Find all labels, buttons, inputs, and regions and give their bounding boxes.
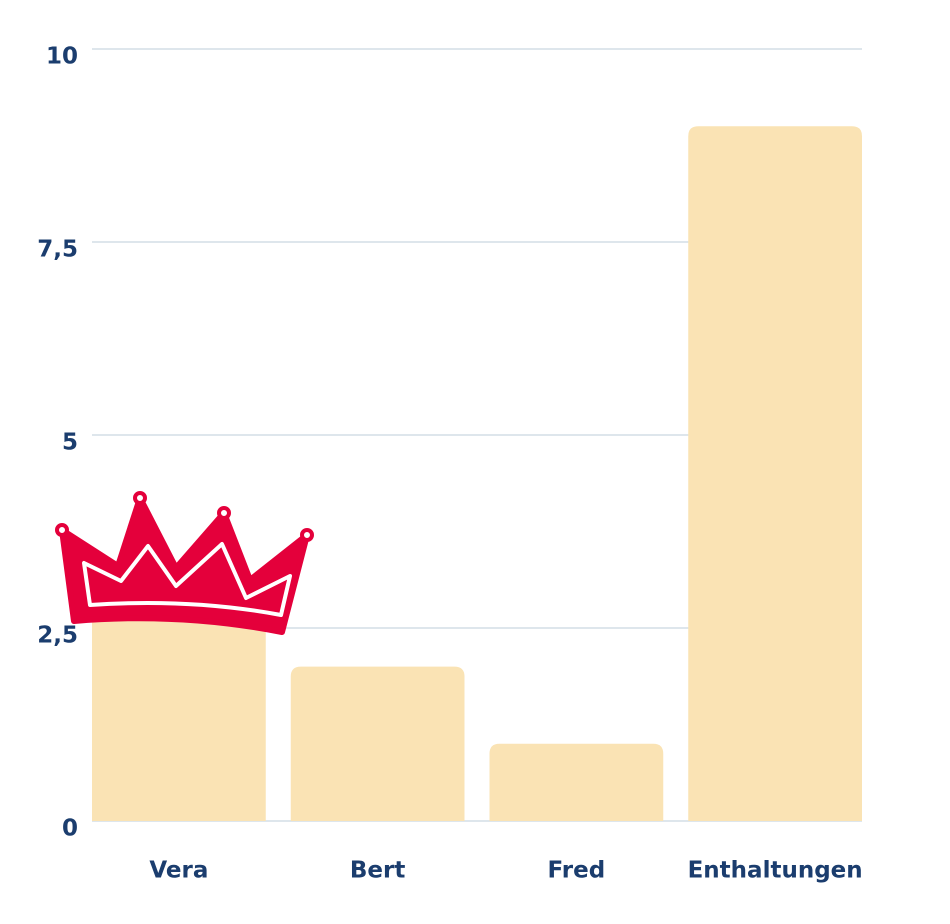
crown xyxy=(55,491,314,635)
bar xyxy=(290,666,465,821)
x-tick-label: Vera xyxy=(149,858,208,884)
y-tick-label: 0 xyxy=(62,816,78,842)
plot-area: 0 2,5 5 7,5 10 Vera Bert Fred Enthaltungen xyxy=(37,44,862,884)
y-tick-label: 5 xyxy=(62,430,78,456)
x-tick-label: Enthaltungen xyxy=(688,858,863,884)
y-tick-label: 7,5 xyxy=(37,237,78,263)
y-tick-label: 2,5 xyxy=(37,623,78,649)
y-tick-label: 10 xyxy=(46,44,78,70)
bar xyxy=(92,589,266,821)
bar xyxy=(688,126,862,821)
bar xyxy=(489,743,664,821)
x-tick-label: Bert xyxy=(350,858,405,884)
x-tick-label: Fred xyxy=(548,858,606,884)
